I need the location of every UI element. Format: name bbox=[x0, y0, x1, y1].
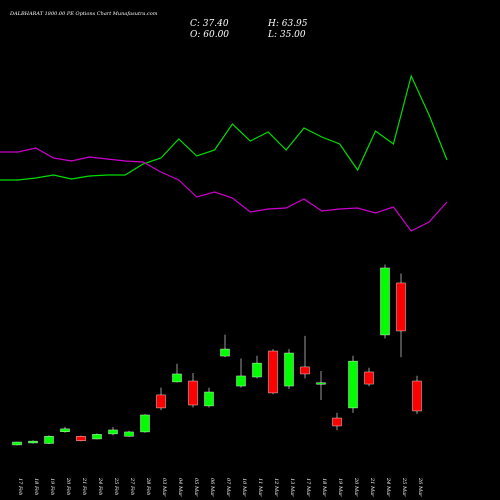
x-tick-label: 21 Mar bbox=[369, 477, 375, 497]
candle-body bbox=[140, 414, 150, 433]
candle-body bbox=[220, 348, 230, 357]
candle-body bbox=[364, 371, 374, 385]
x-tick-label: 24 Feb bbox=[97, 477, 103, 495]
x-tick-label: 18 Mar bbox=[321, 478, 327, 497]
candle-body bbox=[124, 431, 134, 437]
chart-title: DALBHARAT 1800.00 PE Options Chart Munaf… bbox=[9, 11, 158, 17]
candle-body bbox=[316, 382, 326, 385]
x-tick-label: 12 Mar bbox=[273, 478, 279, 497]
candle-body bbox=[300, 366, 310, 375]
stat: H: 63.95 bbox=[267, 19, 308, 29]
candle-body bbox=[92, 434, 102, 440]
x-tick-label: 21 Feb bbox=[81, 477, 87, 495]
x-tick-label: 13 Mar bbox=[289, 478, 295, 497]
candle-body bbox=[412, 380, 422, 412]
x-tick-label: 18 Feb bbox=[33, 478, 39, 495]
x-tick-label: 25 Mar bbox=[401, 477, 407, 497]
candle-body bbox=[156, 394, 166, 409]
candle-body bbox=[332, 417, 342, 427]
candle-body bbox=[252, 362, 262, 378]
candle-body bbox=[44, 436, 54, 444]
candle-body bbox=[28, 440, 38, 444]
candle-body bbox=[380, 267, 390, 336]
candle-body bbox=[396, 282, 406, 332]
x-tick-label: 25 Feb bbox=[113, 477, 119, 495]
x-tick-label: 17 Mar bbox=[305, 478, 311, 497]
x-tick-label: 19 Mar bbox=[337, 478, 343, 497]
x-tick-label: 28 Feb bbox=[145, 477, 151, 495]
candle-body bbox=[236, 375, 246, 387]
x-tick-label: 05 Mar bbox=[193, 478, 199, 497]
x-tick-label: 27 Feb bbox=[129, 477, 135, 495]
x-tick-label: 04 Mar bbox=[177, 478, 183, 497]
candle-body bbox=[284, 352, 294, 387]
x-tick-label: 20 Mar bbox=[353, 477, 359, 497]
x-tick-label: 24 Mar bbox=[385, 477, 391, 497]
candle-body bbox=[204, 391, 214, 407]
x-tick-label: 06 Mar bbox=[209, 478, 215, 497]
x-tick-label: 07 Mar bbox=[225, 478, 231, 497]
indicator-line bbox=[0, 147, 448, 232]
candle-body bbox=[268, 350, 278, 394]
x-tick-label: 19 Feb bbox=[49, 478, 55, 495]
indicator-line bbox=[0, 74, 448, 181]
candle-body bbox=[188, 380, 198, 406]
candle-body bbox=[348, 360, 358, 409]
candle-body bbox=[60, 428, 70, 433]
x-tick-label: 26 Mar bbox=[417, 477, 423, 497]
x-tick-label: 03 Mar bbox=[161, 478, 167, 497]
x-tick-label: 11 Mar bbox=[257, 478, 263, 497]
candle-body bbox=[12, 441, 22, 446]
x-tick-label: 10 Mar bbox=[241, 478, 247, 497]
candle-body bbox=[76, 436, 86, 441]
x-tick-label: 20 Feb bbox=[65, 477, 71, 495]
x-tick-label: 17 Feb bbox=[17, 478, 23, 495]
stat: C: 37.40 bbox=[190, 19, 229, 29]
candle-body bbox=[172, 373, 182, 383]
candle-body bbox=[108, 429, 118, 435]
stat: L: 35.00 bbox=[267, 30, 306, 40]
stat: O: 60.00 bbox=[190, 30, 229, 40]
